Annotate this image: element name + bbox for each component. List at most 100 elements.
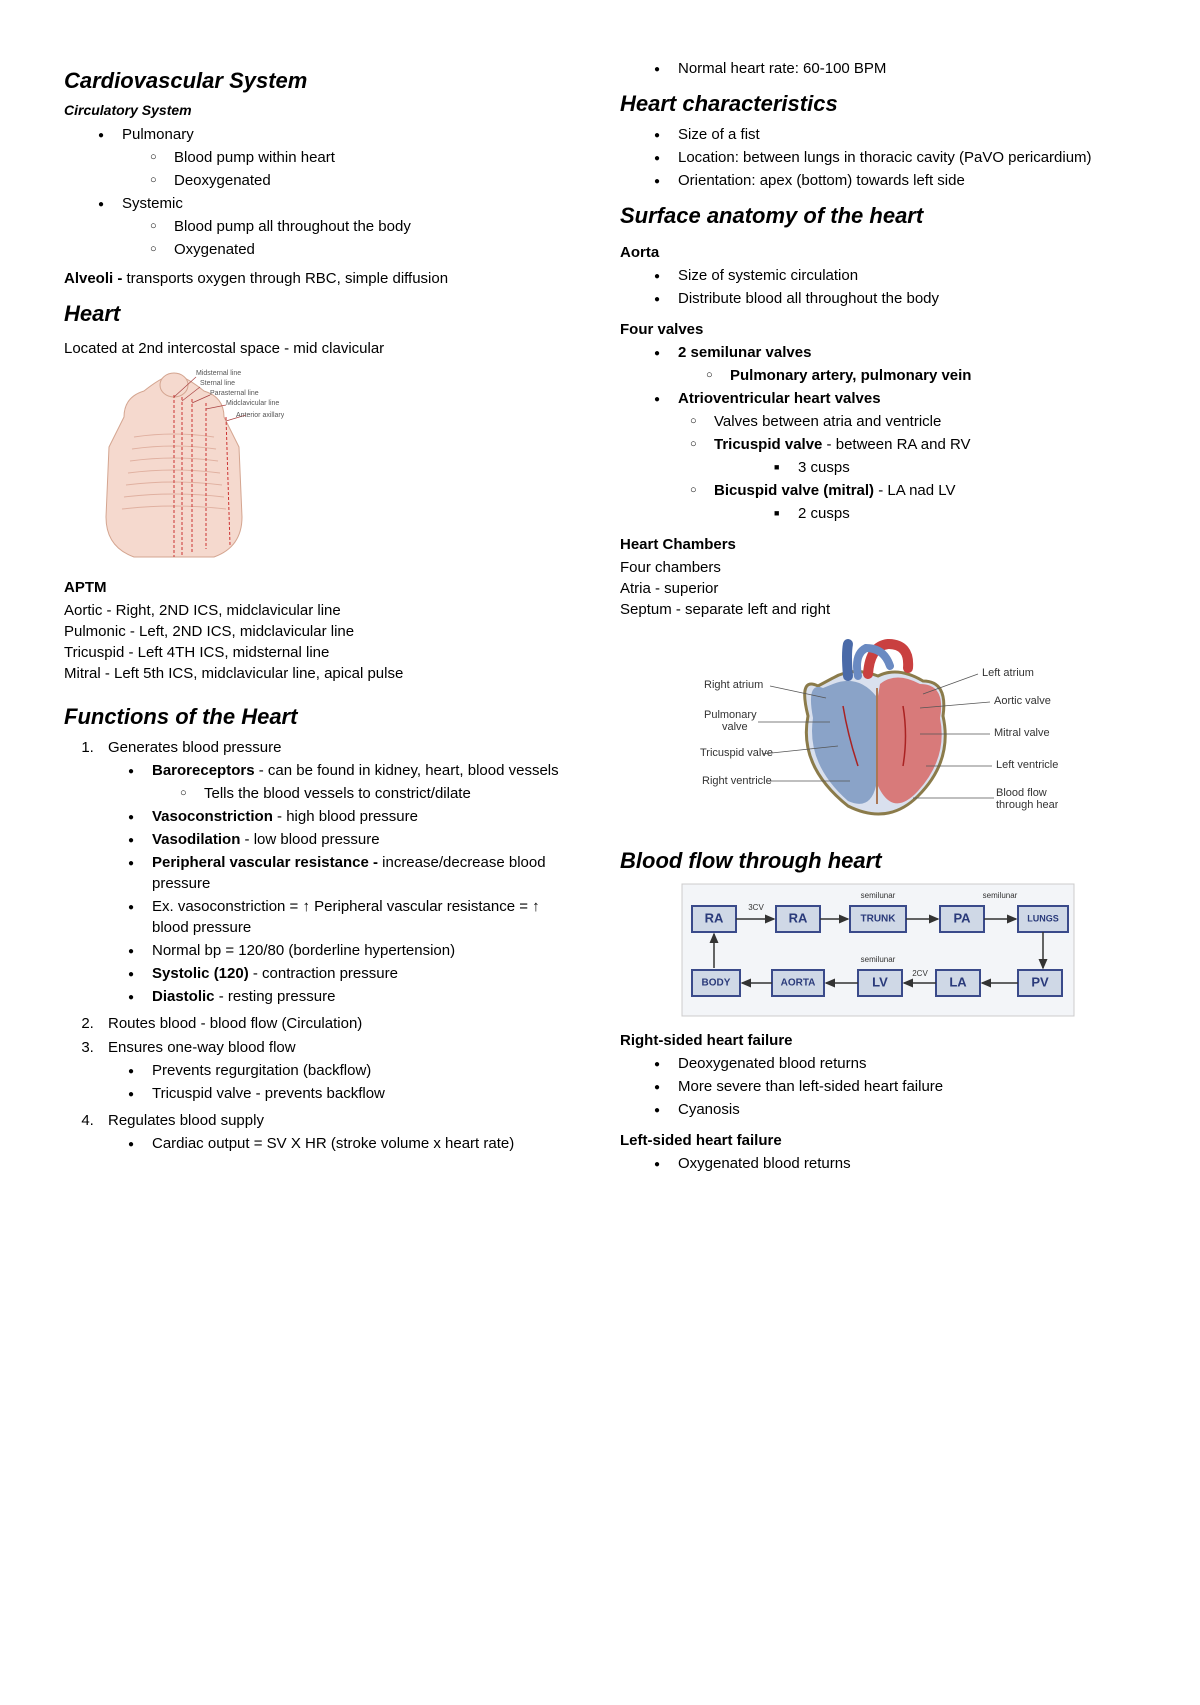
label: RA <box>705 911 724 926</box>
label: Aortic valve <box>994 695 1051 707</box>
valves-list: 2 semilunar valves Pulmonary artery, pul… <box>620 342 1136 524</box>
label: Right atrium <box>704 679 763 691</box>
list-item: Pulmonary artery, pulmonary vein <box>706 365 1136 386</box>
list-item: More severe than left-sided heart failur… <box>654 1076 1136 1097</box>
label: Right ventricle <box>702 775 772 787</box>
char-list: Size of a fist Location: between lungs i… <box>620 124 1136 191</box>
label: through heart <box>996 799 1058 811</box>
functions-list: Generates blood pressure Baroreceptors -… <box>64 737 580 1154</box>
torso-diagram: Midsternal line Sternal line Parasternal… <box>64 367 284 567</box>
label: Tricuspid valve <box>700 747 773 759</box>
h-rshf: Right-sided heart failure <box>620 1030 1136 1051</box>
list-item: Orientation: apex (bottom) towards left … <box>654 170 1136 191</box>
label: Anterior axillary line <box>236 412 284 419</box>
h-functions: Functions of the Heart <box>64 702 580 733</box>
alveoli-note: Alveoli - transports oxygen through RBC,… <box>64 268 580 289</box>
list-item: Cardiac output = SV X HR (stroke volume … <box>128 1133 580 1154</box>
lshf-list: Oxygenated blood returns <box>620 1153 1136 1174</box>
label: LUNGS <box>1027 914 1059 924</box>
list-item: Generates blood pressure Baroreceptors -… <box>98 737 580 1007</box>
circulatory-list: Pulmonary Blood pump within heart Deoxyg… <box>64 124 580 260</box>
aptm-line: Aortic - Right, 2ND ICS, midclavicular l… <box>64 600 580 621</box>
label: PA <box>953 911 971 926</box>
list-item: Tricuspid valve - between RA and RV 3 cu… <box>690 434 1136 478</box>
label: BODY <box>702 978 731 989</box>
label: PV <box>1031 975 1049 990</box>
list-item: Deoxygenated blood returns <box>654 1053 1136 1074</box>
heart-diagram: Right atrium Pulmonary valve Tricuspid v… <box>698 626 1058 836</box>
label: semilunar <box>861 891 896 900</box>
list-item: Tells the blood vessels to constrict/dil… <box>180 783 580 804</box>
h-bloodflow: Blood flow through heart <box>620 846 1136 877</box>
label: semilunar <box>861 955 896 964</box>
text: Four chambers <box>620 557 1136 578</box>
left-column: Cardiovascular System Circulatory System… <box>64 56 580 1180</box>
list-item: Valves between atria and ventricle <box>690 411 1136 432</box>
text: - high blood pressure <box>273 808 418 825</box>
label: valve <box>722 721 748 733</box>
text: Systemic <box>122 195 183 212</box>
list-item: Pulmonary Blood pump within heart Deoxyg… <box>98 124 580 191</box>
label: LA <box>949 975 967 990</box>
text: Atrioventricular heart valves <box>678 390 881 407</box>
list-item: Systolic (120) - contraction pressure <box>128 963 580 984</box>
h-characteristics: Heart characteristics <box>620 89 1136 120</box>
text: Vasoconstriction <box>152 808 273 825</box>
text: Bicuspid valve (mitral) <box>714 482 874 499</box>
heart-location: Located at 2nd intercostal space - mid c… <box>64 338 580 359</box>
list-item: Distribute blood all throughout the body <box>654 288 1136 309</box>
text: - low blood pressure <box>240 831 379 848</box>
list-item: Blood pump all throughout the body <box>150 216 580 237</box>
list-item: Vasoconstriction - high blood pressure <box>128 806 580 827</box>
label: Mitral valve <box>994 727 1050 739</box>
h-circulatory: Circulatory System <box>64 101 580 121</box>
label: Parasternal line <box>210 390 259 397</box>
label: 3CV <box>748 903 764 912</box>
text: transports oxygen through RBC, simple di… <box>127 270 449 287</box>
aptm-line: Pulmonic - Left, 2ND ICS, midclavicular … <box>64 621 580 642</box>
text: Alveoli - <box>64 270 127 287</box>
text: Regulates blood supply <box>108 1112 264 1129</box>
label: RA <box>789 911 808 926</box>
list-item: Oxygenated blood returns <box>654 1153 1136 1174</box>
label: LV <box>872 975 888 990</box>
h-aorta: Aorta <box>620 242 1136 263</box>
label: Midsternal line <box>196 370 241 377</box>
list-item: Size of systemic circulation <box>654 265 1136 286</box>
list-item: 2 cusps <box>774 503 1136 524</box>
text: Pulmonary <box>122 126 194 143</box>
flow-diagram: RA RA TRUNK PA LUNGS BODY AORTA LV LA <box>678 880 1078 1020</box>
text: - contraction pressure <box>249 965 398 982</box>
text: Generates blood pressure <box>108 739 281 756</box>
text: - can be found in kidney, heart, blood v… <box>255 762 559 779</box>
list-item: Location: between lungs in thoracic cavi… <box>654 147 1136 168</box>
h-chambers: Heart Chambers <box>620 534 1136 555</box>
list-item: Normal bp = 120/80 (borderline hypertens… <box>128 940 580 961</box>
rshf-list: Deoxygenated blood returns More severe t… <box>620 1053 1136 1120</box>
h-heart: Heart <box>64 299 580 330</box>
label: AORTA <box>781 978 816 989</box>
label: Left ventricle <box>996 759 1058 771</box>
text: - LA nad LV <box>874 482 955 499</box>
list-item: Oxygenated <box>150 239 580 260</box>
text: Tricuspid valve <box>714 436 822 453</box>
text: Septum - separate left and right <box>620 599 1136 620</box>
list-item: Diastolic - resting pressure <box>128 986 580 1007</box>
text: - resting pressure <box>215 988 336 1005</box>
list-item: Atrioventricular heart valves Valves bet… <box>654 388 1136 524</box>
h-cardiovascular: Cardiovascular System <box>64 66 580 97</box>
label: TRUNK <box>861 914 897 925</box>
text: Systolic (120) <box>152 965 249 982</box>
label: Blood flow <box>996 787 1047 799</box>
text: - between RA and RV <box>822 436 970 453</box>
list-item: Baroreceptors - can be found in kidney, … <box>128 760 580 804</box>
h-valves: Four valves <box>620 319 1136 340</box>
aptm-line: Tricuspid - Left 4TH ICS, midsternal lin… <box>64 642 580 663</box>
list-item: Vasodilation - low blood pressure <box>128 829 580 850</box>
list-item: Prevents regurgitation (backflow) <box>128 1060 580 1081</box>
label: Sternal line <box>200 380 235 387</box>
list-item: 3 cusps <box>774 457 1136 478</box>
hr-list: Normal heart rate: 60-100 BPM <box>620 58 1136 79</box>
list-item: Regulates blood supply Cardiac output = … <box>98 1110 580 1154</box>
text: Ensures one-way blood flow <box>108 1039 296 1056</box>
